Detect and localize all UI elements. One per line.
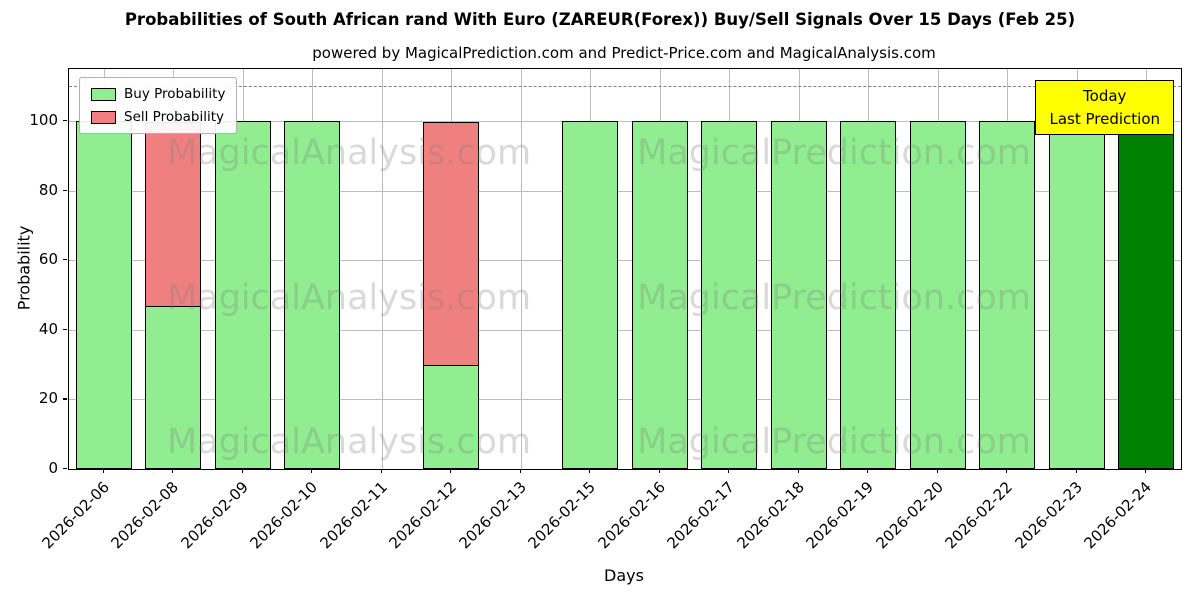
x-tick-mark bbox=[172, 469, 174, 473]
annotation-line: Last Prediction bbox=[1049, 109, 1160, 128]
buy-bar bbox=[631, 121, 688, 469]
y-tick-mark bbox=[63, 398, 67, 400]
x-tick-label: 2026-02-12 bbox=[385, 478, 460, 553]
buy-bar bbox=[562, 121, 619, 469]
y-tick-mark bbox=[63, 259, 67, 261]
watermark-text: MagicalAnalysis.com bbox=[166, 278, 532, 318]
x-tick-mark bbox=[519, 469, 521, 473]
h-gridline bbox=[69, 190, 1181, 192]
y-tick-label: 60 bbox=[38, 250, 58, 269]
x-tick-label: 2026-02-16 bbox=[594, 478, 669, 553]
legend: Buy Probability Sell Probability bbox=[79, 77, 238, 134]
x-axis-label: Days bbox=[604, 566, 644, 585]
x-tick-mark bbox=[311, 469, 313, 473]
buy-bar bbox=[909, 121, 966, 469]
legend-label: Sell Probability bbox=[124, 109, 225, 125]
x-tick-label: 2026-02-24 bbox=[1080, 478, 1155, 553]
x-tick-label: 2026-02-11 bbox=[316, 478, 391, 553]
today-annotation: Today Last Prediction bbox=[1035, 80, 1174, 135]
y-tick-label: 40 bbox=[38, 319, 58, 338]
x-tick-mark bbox=[1145, 469, 1147, 473]
x-tick-label: 2026-02-17 bbox=[663, 478, 738, 553]
y-tick-mark bbox=[63, 120, 67, 122]
x-tick-label: 2026-02-19 bbox=[802, 478, 877, 553]
y-tick-label: 80 bbox=[38, 180, 58, 199]
x-tick-mark bbox=[936, 469, 938, 473]
x-tick-label: 2026-02-18 bbox=[733, 478, 808, 553]
legend-swatch bbox=[91, 110, 116, 124]
buy-bar bbox=[979, 121, 1036, 469]
x-tick-mark bbox=[1075, 469, 1077, 473]
v-gridline bbox=[381, 69, 383, 469]
sell-bar bbox=[423, 122, 480, 366]
h-gridline bbox=[69, 399, 1181, 401]
x-tick-label: 2026-02-10 bbox=[246, 478, 321, 553]
x-tick-mark bbox=[728, 469, 730, 473]
v-gridline bbox=[520, 69, 522, 469]
sell-bar bbox=[145, 122, 202, 307]
buy-bar bbox=[1048, 121, 1105, 469]
buy-bar bbox=[75, 121, 132, 469]
chart-subtitle: powered by MagicalPrediction.com and Pre… bbox=[312, 44, 936, 62]
x-tick-mark bbox=[241, 469, 243, 473]
buy-bar bbox=[701, 121, 758, 469]
x-tick-mark bbox=[797, 469, 799, 473]
h-gridline bbox=[69, 329, 1181, 331]
buy-bar bbox=[214, 121, 271, 469]
x-tick-label: 2026-02-15 bbox=[524, 478, 599, 553]
y-tick-mark bbox=[63, 328, 67, 331]
buy-bar bbox=[770, 121, 827, 469]
watermark-text: MagicalAnalysis.com bbox=[166, 422, 532, 462]
legend-swatch bbox=[91, 87, 116, 101]
buy-bar bbox=[840, 121, 897, 469]
x-tick-mark bbox=[102, 469, 104, 473]
x-tick-label: 2026-02-22 bbox=[941, 478, 1016, 553]
watermark-text: MagicalPrediction.com bbox=[637, 422, 1031, 462]
x-tick-label: 2026-02-23 bbox=[1011, 478, 1086, 553]
y-tick-label: 100 bbox=[29, 111, 58, 130]
y-tick-mark bbox=[63, 189, 67, 191]
x-tick-mark bbox=[1006, 469, 1008, 473]
x-tick-mark bbox=[589, 469, 591, 473]
y-tick-mark bbox=[63, 468, 67, 470]
threshold-dashed-line bbox=[69, 86, 1181, 88]
y-tick-label: 0 bbox=[48, 459, 58, 477]
chart-title: Probabilities of South African rand With… bbox=[124, 10, 1076, 29]
legend-item: Buy Probability bbox=[91, 86, 225, 102]
annotation-line: Today bbox=[1083, 87, 1127, 105]
h-gridline bbox=[69, 260, 1181, 262]
x-tick-label: 2026-02-20 bbox=[872, 478, 947, 553]
x-tick-mark bbox=[450, 469, 452, 473]
buy-bar bbox=[284, 121, 341, 469]
buy-bar bbox=[1118, 121, 1175, 469]
h-gridline bbox=[69, 121, 1181, 123]
watermark-text: MagicalPrediction.com bbox=[637, 133, 1031, 173]
x-tick-mark bbox=[867, 469, 869, 473]
buy-bar bbox=[423, 364, 480, 469]
x-tick-label: 2026-02-13 bbox=[455, 478, 530, 553]
legend-item: Sell Probability bbox=[91, 109, 225, 125]
x-tick-label: 2026-02-06 bbox=[38, 478, 113, 553]
y-tick-label: 20 bbox=[38, 389, 58, 408]
x-tick-label: 2026-02-09 bbox=[177, 478, 252, 553]
legend-label: Buy Probability bbox=[124, 86, 226, 102]
x-tick-mark bbox=[658, 469, 660, 473]
x-tick-mark bbox=[380, 469, 382, 473]
watermark-text: MagicalAnalysis.com bbox=[166, 133, 532, 173]
watermark-text: MagicalPrediction.com bbox=[637, 278, 1031, 318]
x-tick-label: 2026-02-08 bbox=[107, 478, 182, 553]
plot-area: MagicalAnalysis.com MagicalPrediction.com… bbox=[68, 68, 1182, 470]
buy-bar bbox=[145, 305, 202, 469]
